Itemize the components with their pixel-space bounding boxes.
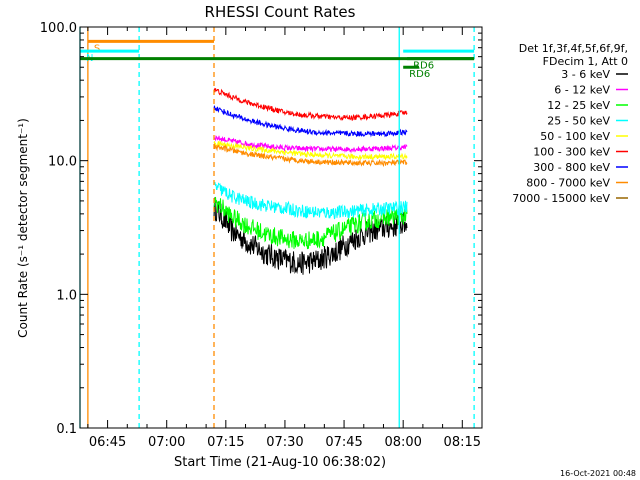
legend-entry: 800 - 7000 keV [526, 177, 610, 190]
x-tick-label: 07:30 [266, 435, 303, 450]
series-line-7 [213, 143, 408, 168]
footer-timestamp: 16-Oct-2021 00:48 [560, 469, 636, 478]
attenuator-label-0: S [94, 43, 100, 54]
legend-entry: 100 - 300 keV [533, 146, 610, 159]
y-tick-label: 100.0 [40, 21, 77, 36]
attenuator-label-4: RD6 [409, 69, 430, 80]
y-tick-label: 10.0 [48, 155, 77, 170]
x-tick-label: 07:45 [325, 435, 362, 450]
series-line-6 [213, 105, 408, 138]
legend-entry: 6 - 12 keV [554, 84, 610, 97]
x-tick-label: 08:00 [384, 435, 421, 450]
x-tick-label: 07:00 [148, 435, 185, 450]
plot-frame [79, 26, 483, 429]
series-line-4 [213, 140, 408, 161]
series-line-2 [213, 196, 408, 250]
y-tick-label: 1.0 [56, 288, 77, 303]
series-line-1 [213, 135, 408, 154]
y-axis-label: Count Rate (s⁻¹ detector segment⁻¹) [16, 118, 30, 338]
attenuator-label-5: RD6 [413, 61, 434, 72]
x-tick-label: 08:15 [444, 435, 481, 450]
series-line-5 [213, 87, 408, 122]
y-tick-label: 0.1 [56, 422, 77, 437]
series-line-0 [213, 197, 408, 275]
legend-entry: 50 - 100 keV [540, 130, 610, 143]
legend-entry: 12 - 25 keV [547, 99, 610, 112]
y-axis: 0.1 1.0 10.0 100.0 [40, 21, 482, 437]
legend-entry: 300 - 800 keV [533, 161, 610, 174]
attenuator-bars: SNRD6RD6 [80, 39, 475, 80]
series-layer [213, 87, 408, 275]
x-tick-label: 06:45 [89, 435, 126, 450]
x-axis: 06:45 07:00 07:15 07:30 07:45 08:00 08:15 [87, 27, 483, 450]
legend-header: Det 1f,3f,4f,5f,6f,9f, [519, 42, 628, 55]
legend-header: FDecim 1, Att 0 [543, 55, 628, 68]
legend: Det 1f,3f,4f,5f,6f,9f,FDecim 1, Att 03 -… [512, 42, 628, 205]
chart-title: RHESSI Count Rates [205, 3, 356, 21]
x-tick-label: 07:15 [207, 435, 244, 450]
legend-entry: 3 - 6 keV [561, 68, 610, 81]
legend-entry: 7000 - 15000 keV [512, 192, 610, 205]
x-axis-label: Start Time (21-Aug-10 06:38:02) [174, 455, 386, 470]
series-line-3 [213, 181, 408, 220]
legend-entry: 25 - 50 keV [547, 115, 610, 128]
vertical-markers [79, 27, 475, 428]
